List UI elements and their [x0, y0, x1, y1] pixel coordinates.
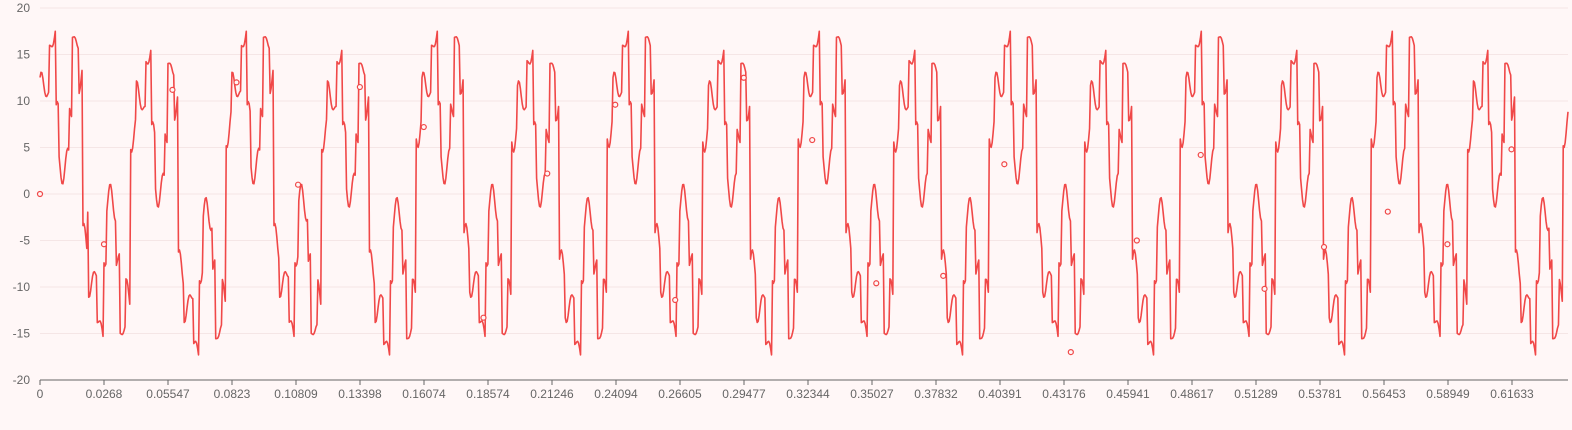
- data-point-10: [672, 296, 679, 304]
- x-tick-label-9: 0.24094: [594, 387, 638, 401]
- data-point-6: [420, 123, 427, 131]
- y-tick-label-5: 5: [23, 141, 30, 155]
- x-tick-label-15: 0.40391: [978, 387, 1022, 401]
- x-tick-label-17: 0.45941: [1106, 387, 1150, 401]
- x-tick-label-0: 0: [37, 387, 44, 401]
- x-tick-label-14: 0.37832: [914, 387, 958, 401]
- x-tick-label-22: 0.58949: [1426, 387, 1470, 401]
- data-point-20: [1320, 243, 1328, 251]
- y-tick-label-2: -10: [13, 280, 31, 294]
- data-point-15: [1001, 161, 1008, 168]
- x-tick-label-10: 0.26605: [658, 387, 702, 401]
- marker-layer: [36, 74, 1515, 356]
- data-point-4: [294, 181, 302, 188]
- x-tick-label-13: 0.35027: [850, 387, 894, 401]
- data-point-21: [1384, 208, 1391, 215]
- x-tick-label-6: 0.16074: [402, 387, 446, 401]
- x-tick-label-21: 0.56453: [1362, 387, 1406, 401]
- x-tick-label-12: 0.32344: [786, 387, 830, 401]
- x-tick-label-7: 0.18574: [466, 387, 510, 401]
- x-tick-label-11: 0.29477: [722, 387, 766, 401]
- x-tick-label-16: 0.43176: [1042, 387, 1086, 401]
- y-tick-label-1: -15: [13, 327, 31, 341]
- data-point-19: [1261, 285, 1268, 292]
- data-point-1: [100, 241, 108, 248]
- data-point-18: [1197, 151, 1204, 159]
- data-point-16: [1067, 349, 1074, 356]
- x-tick-label-4: 0.10809: [274, 387, 318, 401]
- y-tick-label-3: -5: [19, 234, 30, 248]
- data-point-7: [480, 314, 487, 321]
- x-tick-label-18: 0.48617: [1170, 387, 1214, 401]
- y-tick-label-6: 10: [17, 94, 31, 108]
- series-line: [39, 30, 1569, 356]
- data-point-2: [169, 86, 176, 93]
- x-tick-label-1: 0.0268: [86, 387, 123, 401]
- y-tick-label-8: 20: [17, 1, 31, 15]
- y-tick-label-7: 15: [17, 48, 31, 62]
- data-point-23: [1508, 146, 1515, 153]
- x-tick-label-23: 0.61633: [1490, 387, 1534, 401]
- x-tick-label-3: 0.0823: [214, 387, 251, 401]
- x-tick-label-2: 0.05547: [146, 387, 190, 401]
- data-point-8: [544, 170, 551, 177]
- data-point-11: [740, 74, 747, 81]
- data-point-9: [612, 101, 619, 108]
- y-tick-label-4: 0: [23, 187, 30, 201]
- data-point-0: [36, 190, 44, 198]
- data-point-22: [1444, 241, 1451, 248]
- data-point-17: [1133, 237, 1140, 244]
- data-point-5: [356, 83, 363, 91]
- x-tick-label-8: 0.21246: [530, 387, 574, 401]
- series-layer: [39, 30, 1569, 356]
- y-tick-label-0: -20: [13, 373, 31, 387]
- data-point-3: [233, 79, 240, 86]
- axes: -20 -15 -10 -5 0 5 10 15 20 0 0.0268 0.05547 0.0823 0…: [13, 1, 1568, 401]
- data-point-13: [873, 280, 880, 287]
- x-tick-label-5: 0.13398: [338, 387, 382, 401]
- data-point-14: [940, 272, 947, 279]
- data-point-12: [809, 136, 816, 144]
- x-tick-label-20: 0.53781: [1298, 387, 1342, 401]
- x-tick-label-19: 0.51289: [1234, 387, 1278, 401]
